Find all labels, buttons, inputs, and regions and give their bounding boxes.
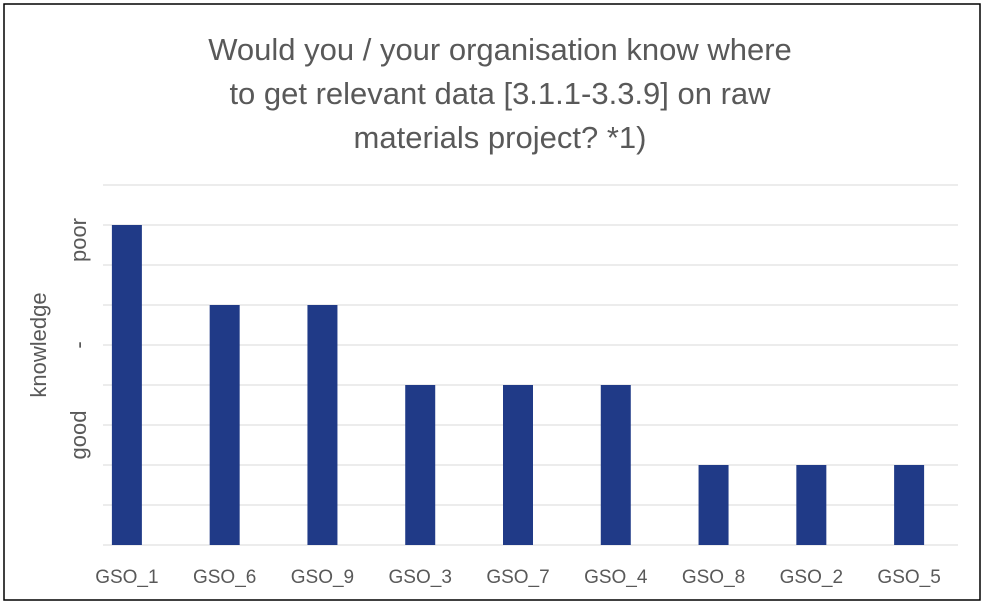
bar bbox=[503, 385, 533, 545]
bar bbox=[111, 225, 142, 545]
bar bbox=[894, 465, 925, 545]
y-scale-label: good bbox=[66, 411, 91, 460]
y-scale-label: - bbox=[66, 341, 91, 348]
bar bbox=[209, 305, 240, 545]
x-tick-label: GSO_2 bbox=[780, 567, 843, 588]
bar bbox=[698, 465, 729, 545]
x-tick-label: GSO_6 bbox=[193, 567, 256, 588]
x-tick-label: GSO_5 bbox=[877, 567, 940, 588]
y-scale-label: poor bbox=[66, 218, 91, 262]
chart-title: Would you / your organisation know where… bbox=[208, 32, 792, 155]
bar bbox=[600, 385, 631, 545]
bar bbox=[405, 385, 436, 545]
x-tick-label: GSO_9 bbox=[291, 567, 354, 588]
x-tick-label: GSO_1 bbox=[95, 567, 158, 588]
y-axis-label: knowledge bbox=[26, 292, 51, 397]
x-tick-label: GSO_3 bbox=[389, 567, 452, 588]
bar bbox=[307, 305, 338, 545]
x-tick-label: GSO_8 bbox=[682, 567, 745, 588]
x-tick-label: GSO_7 bbox=[486, 567, 549, 588]
bar bbox=[796, 465, 827, 545]
x-tick-label: GSO_4 bbox=[584, 567, 648, 588]
